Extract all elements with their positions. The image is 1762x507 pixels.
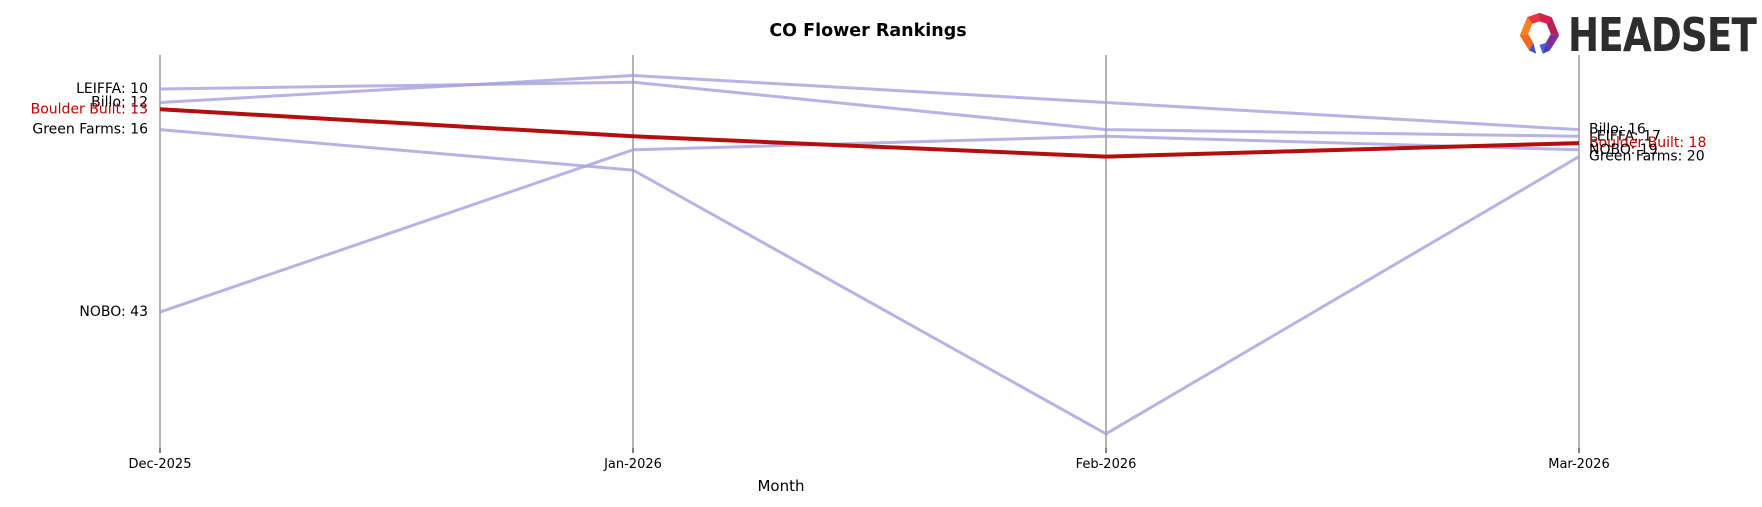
logo-facet-right-lower <box>1545 33 1560 50</box>
logo-facet-top-right <box>1539 12 1552 24</box>
start-label-LEIFFA: LEIFFA: 10 <box>76 81 148 97</box>
tick-label-Mar-2026: Mar-2026 <box>1548 457 1609 472</box>
series-line-Green Farms <box>159 128 1580 436</box>
end-label-Green Farms: Green Farms: 20 <box>1589 149 1705 165</box>
logo-facet-left <box>1519 16 1533 35</box>
start-label-Green Farms: Green Farms: 16 <box>32 122 148 138</box>
tick-label-Dec-2025: Dec-2025 <box>129 457 192 472</box>
series-line-Boulder Built <box>159 107 1580 159</box>
logo-facet-top-left <box>1527 12 1540 24</box>
x-axis-title: Month <box>757 477 805 495</box>
end-label-Boulder Built: Boulder Built: 18 <box>1589 135 1706 151</box>
logo-facet-right-upper <box>1546 16 1560 35</box>
end-label-Billo: Billo: 16 <box>1589 122 1646 138</box>
series-line-Billo <box>159 74 1580 132</box>
headset-logo-icon <box>1519 12 1560 54</box>
headset-logo-wordmark: HEADSET <box>1568 9 1757 59</box>
start-label-NOBO: NOBO: 43 <box>79 304 148 320</box>
logo-facet-lower-left <box>1519 33 1534 50</box>
series-line-NOBO <box>159 134 1580 314</box>
headset-logo: HEADSET <box>1516 9 1758 59</box>
logo-facet-left-foot <box>1529 42 1537 54</box>
start-label-Billo: Billo: 12 <box>91 95 148 111</box>
chart-title: CO Flower Rankings <box>769 21 967 41</box>
headset-logo-wordmark-box: HEADSET <box>1568 9 1758 59</box>
end-label-LEIFFA: LEIFFA: 17 <box>1589 128 1661 144</box>
tick-label-Feb-2026: Feb-2026 <box>1076 457 1137 472</box>
tick-label-Jan-2026: Jan-2026 <box>603 457 662 472</box>
logo-facet-right-foot-inner <box>1539 42 1546 54</box>
start-label-Boulder Built: Boulder Built: 13 <box>31 101 148 117</box>
series-line-LEIFFA <box>159 80 1580 138</box>
logo-facet-right-foot <box>1542 42 1550 54</box>
end-label-NOBO: NOBO: 19 <box>1589 142 1658 158</box>
